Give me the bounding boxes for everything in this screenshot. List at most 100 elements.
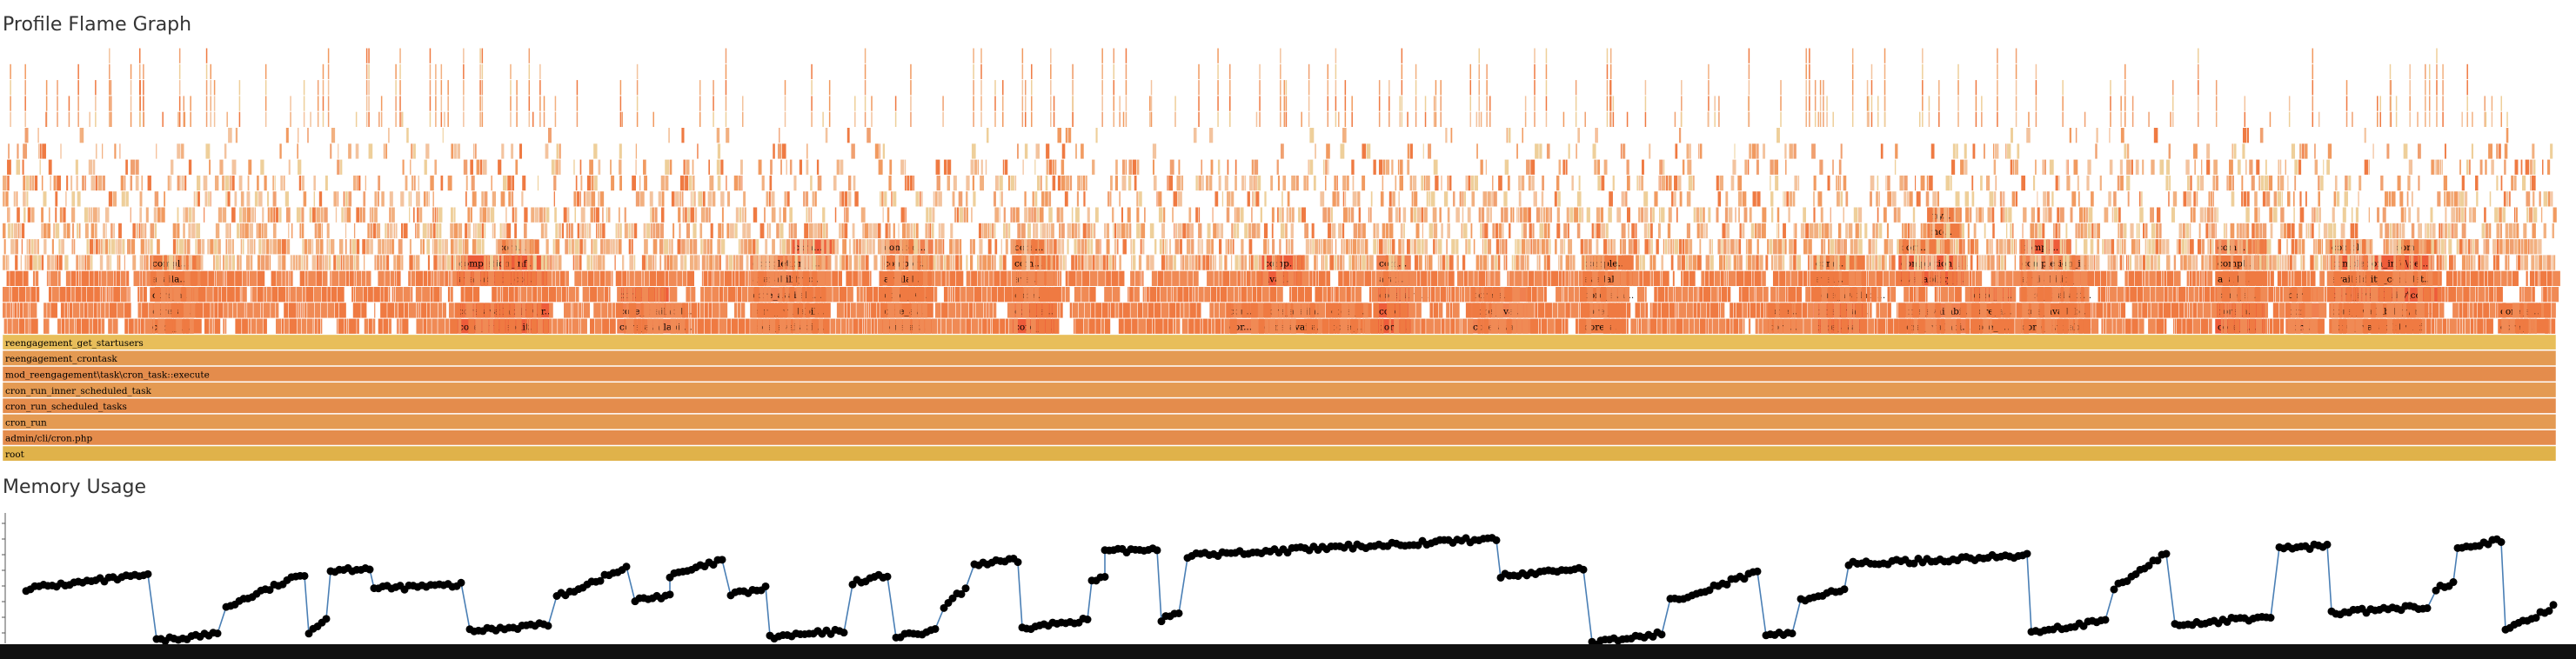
flame-frame[interactable] <box>2445 207 2447 223</box>
flame-frame[interactable] <box>929 207 932 223</box>
flame-frame[interactable] <box>848 255 853 270</box>
flame-frame[interactable] <box>1747 255 1751 270</box>
flame-frame[interactable] <box>739 159 743 175</box>
flame-frame[interactable] <box>882 207 884 223</box>
flame-frame[interactable] <box>2431 159 2434 175</box>
flame-frame[interactable] <box>349 270 354 286</box>
flame-frame[interactable] <box>317 255 319 270</box>
flame-frame[interactable] <box>1208 175 1213 191</box>
flame-frame[interactable] <box>130 207 131 223</box>
flame-frame[interactable] <box>766 191 769 207</box>
flame-frame[interactable] <box>36 239 37 255</box>
flame-frame[interactable] <box>2095 143 2098 159</box>
flame-frame[interactable] <box>2456 239 2459 255</box>
flame-frame[interactable] <box>1190 223 1192 239</box>
flame-frame[interactable] <box>758 255 761 270</box>
flame-frame[interactable] <box>458 223 463 239</box>
flame-frame[interactable] <box>2045 255 2050 270</box>
flame-frame[interactable] <box>2106 318 2112 334</box>
flame-frame[interactable] <box>2377 207 2380 223</box>
flame-frame[interactable] <box>1331 223 1336 239</box>
flame-frame[interactable] <box>559 159 561 175</box>
flame-frame[interactable] <box>808 255 813 270</box>
flame-frame[interactable] <box>524 207 528 223</box>
flame-frame[interactable] <box>579 255 582 270</box>
flame-frame[interactable] <box>2356 270 2360 286</box>
flame-frame[interactable] <box>698 191 703 207</box>
flame-frame[interactable] <box>1373 159 1376 175</box>
flame-frame[interactable] <box>1060 303 1063 318</box>
flame-frame[interactable] <box>1202 255 1206 270</box>
flame-frame[interactable] <box>1852 318 1860 334</box>
flame-frame[interactable] <box>15 255 18 270</box>
flame-frame[interactable] <box>2442 318 2446 334</box>
flame-frame[interactable] <box>2285 303 2291 318</box>
flame-frame[interactable] <box>658 191 661 207</box>
flame-frame[interactable] <box>1465 175 1468 191</box>
flame-frame[interactable] <box>2169 175 2171 191</box>
flame-frame[interactable] <box>140 270 143 286</box>
flame-frame[interactable] <box>1855 303 1863 318</box>
flame-frame[interactable] <box>1977 255 1979 270</box>
flame-frame[interactable] <box>586 223 588 239</box>
flame-frame[interactable] <box>1194 287 1198 303</box>
flame-frame[interactable] <box>727 287 736 303</box>
flame-frame[interactable] <box>641 255 646 270</box>
flame-frame[interactable] <box>1129 287 1134 303</box>
flame-frame[interactable] <box>2242 143 2245 159</box>
flame-frame[interactable] <box>1682 239 1685 255</box>
flame-frame[interactable] <box>1024 207 1028 223</box>
flame-frame[interactable] <box>113 287 120 303</box>
flame-frame[interactable] <box>885 223 888 239</box>
flame-frame[interactable] <box>2522 287 2524 303</box>
flame-frame[interactable] <box>88 207 90 223</box>
flame-frame[interactable] <box>1181 255 1185 270</box>
flame-frame[interactable] <box>127 239 131 255</box>
flame-frame[interactable] <box>1727 239 1730 255</box>
flame-frame[interactable] <box>1094 207 1099 223</box>
flame-frame[interactable] <box>1699 143 1703 159</box>
flame-frame[interactable] <box>491 175 492 191</box>
flame-frame[interactable] <box>1232 239 1234 255</box>
flame-frame[interactable] <box>819 255 821 270</box>
flame-frame[interactable] <box>906 223 910 239</box>
flame-frame[interactable] <box>66 287 71 303</box>
flame-frame[interactable] <box>1126 223 1129 239</box>
flame-frame[interactable] <box>2004 255 2006 270</box>
flame-frame[interactable] <box>1291 239 1294 255</box>
flame-frame[interactable] <box>2299 207 2305 223</box>
flame-frame[interactable] <box>770 159 773 175</box>
flame-frame[interactable] <box>473 303 477 318</box>
flame-frame[interactable] <box>1336 175 1338 191</box>
flame-frame[interactable] <box>633 287 636 303</box>
flame-frame[interactable] <box>1422 143 1424 159</box>
flame-frame[interactable] <box>277 239 282 255</box>
flame-frame[interactable] <box>453 143 457 159</box>
flame-frame[interactable] <box>1654 191 1658 207</box>
flame-frame[interactable] <box>1218 175 1221 191</box>
flame-frame[interactable] <box>873 287 879 303</box>
flame-frame[interactable] <box>1226 191 1231 207</box>
flame-frame[interactable] <box>1207 270 1214 286</box>
flame-frame[interactable] <box>664 255 667 270</box>
flame-frame[interactable] <box>180 175 182 191</box>
flame-frame[interactable] <box>2258 175 2261 191</box>
flame-frame[interactable] <box>1836 287 1838 303</box>
flame-frame[interactable] <box>2111 207 2114 223</box>
flame-frame[interactable] <box>353 223 356 239</box>
flame-frame[interactable] <box>2204 270 2207 286</box>
flame-frame[interactable] <box>1792 191 1796 207</box>
flame-frame[interactable] <box>1923 270 1924 286</box>
flame-frame[interactable] <box>2332 239 2336 255</box>
flame-frame[interactable] <box>467 223 471 239</box>
flame-frame[interactable] <box>883 318 890 334</box>
flame-frame[interactable] <box>346 318 349 334</box>
flame-frame[interactable] <box>1426 191 1429 207</box>
flame-frame[interactable] <box>2318 175 2320 191</box>
flame-frame[interactable] <box>1558 255 1560 270</box>
flame-frame[interactable] <box>2003 303 2004 318</box>
flame-frame[interactable] <box>568 287 576 303</box>
flame-frame[interactable] <box>318 255 323 270</box>
flame-frame[interactable] <box>1087 207 1090 223</box>
flame-frame[interactable] <box>1337 255 1340 270</box>
